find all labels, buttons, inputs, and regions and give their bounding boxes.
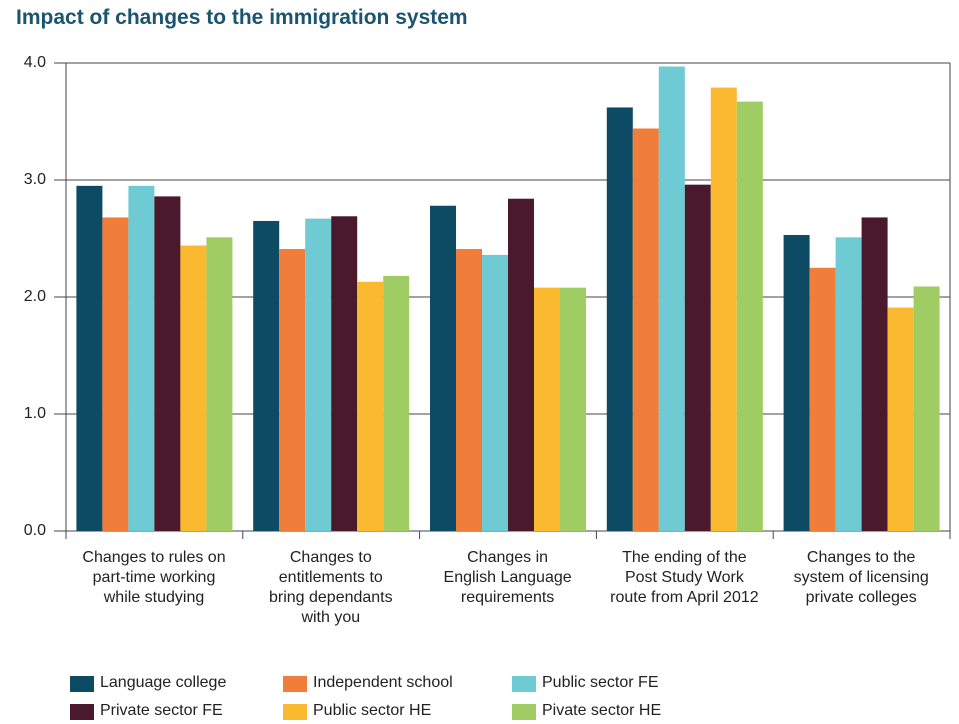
y-tick-label: 0.0 <box>24 522 46 539</box>
x-tick-label: Changes to the system of licensing priva… <box>793 549 929 606</box>
bar <box>383 275 410 531</box>
bar <box>253 220 280 531</box>
bar <box>710 87 737 531</box>
y-tick-label: 4.0 <box>24 54 46 71</box>
y-tick-label: 1.0 <box>24 405 46 422</box>
legend-label: Language college <box>100 674 227 691</box>
bar <box>482 254 508 531</box>
bar <box>913 286 940 531</box>
bar <box>128 185 155 531</box>
bar <box>736 101 763 532</box>
bar <box>887 307 914 531</box>
legend-swatch <box>70 676 94 692</box>
bar <box>508 198 534 531</box>
bar <box>632 128 659 531</box>
legend-swatch <box>283 676 307 692</box>
bar <box>180 245 207 531</box>
x-tick-label: Changes in English Language requirements <box>443 549 572 606</box>
bar <box>684 184 711 531</box>
bar <box>534 287 560 531</box>
legend-label: Private sector FE <box>100 702 223 719</box>
bar <box>102 217 129 531</box>
legend-swatch <box>70 704 94 720</box>
legend-label: Public sector FE <box>542 674 659 691</box>
bar <box>606 107 633 532</box>
bar <box>76 185 103 531</box>
legend-label: Independent school <box>313 674 453 691</box>
bar <box>357 281 384 531</box>
bar <box>430 205 456 532</box>
bar <box>809 267 836 531</box>
bar <box>835 237 862 531</box>
bar <box>331 216 358 531</box>
x-tick-label: The ending of the Post Study Work route … <box>610 549 759 606</box>
bar <box>206 237 233 531</box>
chart-title: Impact of changes to the immigration sys… <box>16 6 468 29</box>
bar <box>658 66 685 531</box>
bar <box>560 287 586 531</box>
legend-swatch <box>283 704 307 720</box>
x-tick-label: Changes to entitlements to bring dependa… <box>268 549 393 626</box>
y-tick-label: 3.0 <box>24 171 46 188</box>
legend-label: Pivate sector HE <box>542 702 662 719</box>
bar <box>154 196 181 531</box>
x-tick-label: Changes to rules on part-time working wh… <box>82 549 226 606</box>
legend-label: Public sector HE <box>313 702 432 719</box>
legend-swatch <box>512 704 536 720</box>
bar <box>305 218 332 532</box>
y-tick-label: 2.0 <box>24 288 46 305</box>
bar <box>783 234 810 532</box>
bar <box>456 249 482 531</box>
bar <box>279 249 306 531</box>
legend-swatch <box>512 676 536 692</box>
bar <box>861 217 888 531</box>
